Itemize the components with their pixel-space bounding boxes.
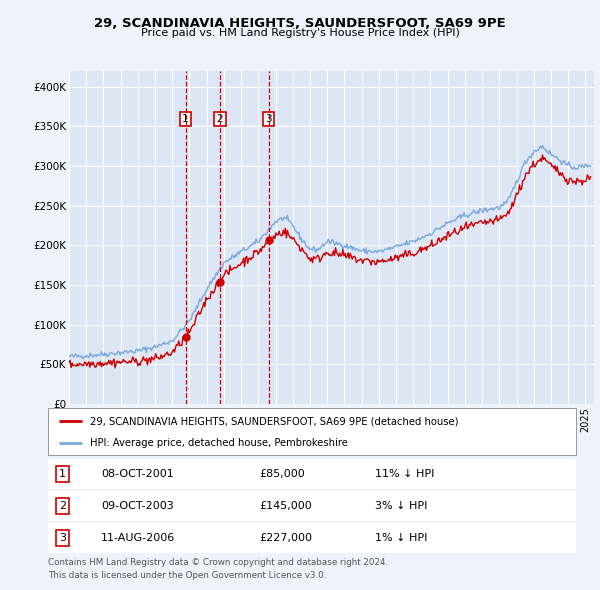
Text: 1: 1 [59, 469, 66, 479]
Text: 2: 2 [59, 501, 67, 511]
Text: 11-AUG-2006: 11-AUG-2006 [101, 533, 175, 543]
Text: 3% ↓ HPI: 3% ↓ HPI [376, 501, 428, 511]
Text: 1% ↓ HPI: 1% ↓ HPI [376, 533, 428, 543]
Text: 3: 3 [266, 114, 272, 124]
Text: £227,000: £227,000 [259, 533, 312, 543]
Text: 11% ↓ HPI: 11% ↓ HPI [376, 469, 435, 479]
Text: 3: 3 [59, 533, 66, 543]
Text: Contains HM Land Registry data © Crown copyright and database right 2024.: Contains HM Land Registry data © Crown c… [48, 558, 388, 566]
Text: 2: 2 [217, 114, 223, 124]
Text: This data is licensed under the Open Government Licence v3.0.: This data is licensed under the Open Gov… [48, 571, 326, 579]
Text: Price paid vs. HM Land Registry's House Price Index (HPI): Price paid vs. HM Land Registry's House … [140, 28, 460, 38]
Text: 1: 1 [182, 114, 189, 124]
Text: £85,000: £85,000 [259, 469, 305, 479]
Text: 08-OCT-2001: 08-OCT-2001 [101, 469, 173, 479]
Text: 29, SCANDINAVIA HEIGHTS, SAUNDERSFOOT, SA69 9PE (detached house): 29, SCANDINAVIA HEIGHTS, SAUNDERSFOOT, S… [90, 416, 459, 426]
Text: 29, SCANDINAVIA HEIGHTS, SAUNDERSFOOT, SA69 9PE: 29, SCANDINAVIA HEIGHTS, SAUNDERSFOOT, S… [94, 17, 506, 30]
Text: HPI: Average price, detached house, Pembrokeshire: HPI: Average price, detached house, Pemb… [90, 438, 348, 448]
Text: £145,000: £145,000 [259, 501, 312, 511]
Text: 09-OCT-2003: 09-OCT-2003 [101, 501, 173, 511]
